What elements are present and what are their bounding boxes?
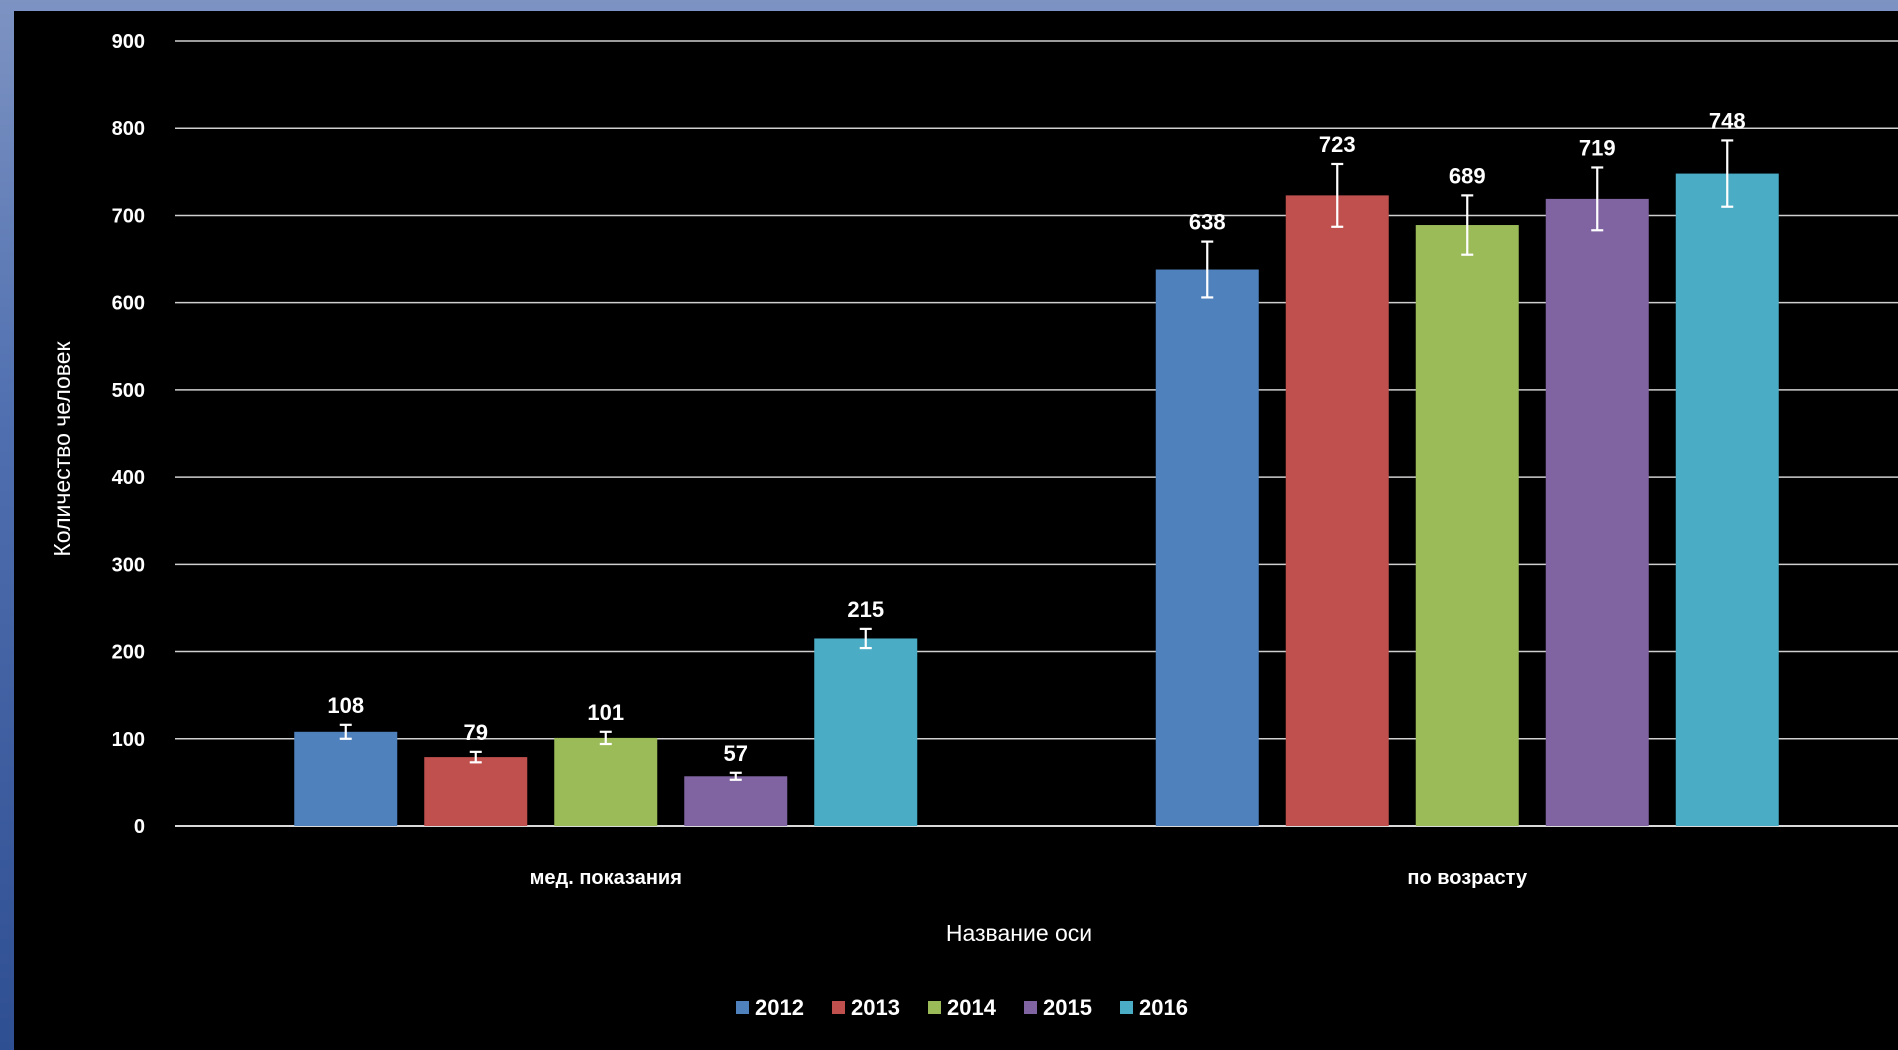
bar-2016-2	[1675, 173, 1779, 827]
y-tick-label: 400	[112, 467, 145, 489]
bar-2013-1	[424, 757, 528, 826]
y-axis-ticks: 0 100 200 300 400 500 600 700 800 900	[112, 31, 145, 838]
bar-2012-1	[294, 731, 398, 826]
x-axis-title: Название оси	[946, 920, 1092, 946]
y-tick-label: 300	[112, 554, 145, 576]
legend-label: 2014	[947, 995, 997, 1020]
error-bar	[1591, 166, 1604, 232]
error-bar	[599, 730, 612, 746]
bar-2015-2	[1545, 198, 1649, 827]
legend-label: 2012	[755, 995, 804, 1020]
y-tick-label: 500	[112, 380, 145, 402]
error-bar	[1201, 240, 1214, 299]
data-label: 101	[587, 700, 624, 725]
x-category-label: по возрасту	[1407, 867, 1528, 889]
bars	[294, 173, 1779, 827]
y-axis-title: Количество человек	[49, 340, 75, 556]
data-label: 689	[1449, 163, 1486, 188]
legend-item: 2012	[736, 995, 804, 1020]
bar-2016-1	[814, 638, 918, 826]
data-label: 638	[1189, 210, 1226, 235]
bar-2014-1	[554, 737, 658, 826]
x-category-label: мед. показания	[530, 867, 682, 889]
y-tick-label: 200	[112, 642, 145, 664]
bar-2013-2	[1285, 195, 1389, 827]
error-bar	[469, 750, 482, 764]
legend-item: 2015	[1024, 995, 1092, 1020]
legend-label: 2013	[851, 995, 900, 1020]
bar-2014-2	[1415, 225, 1519, 827]
error-bar	[729, 771, 742, 781]
legend-item: 2013	[832, 995, 900, 1020]
error-bar	[339, 723, 352, 740]
y-tick-label: 700	[112, 205, 145, 227]
error-bar	[1331, 162, 1344, 228]
error-bar	[1721, 139, 1734, 208]
error-bar	[859, 627, 872, 650]
chart-area: 0 100 200 300 400 500 600 700 800 900 108 79 101 57 2…	[14, 11, 1898, 1050]
data-label: 108	[327, 693, 364, 718]
data-label: 748	[1709, 108, 1746, 133]
data-label: 57	[724, 741, 748, 766]
y-tick-label: 100	[112, 729, 145, 751]
data-label: 723	[1319, 132, 1356, 157]
legend-swatch	[1024, 1001, 1037, 1014]
error-bars	[339, 139, 1734, 781]
data-labels: 108 79 101 57 215 638 723 689 719 748	[327, 108, 1745, 765]
gridlines	[175, 40, 1898, 827]
y-tick-label: 800	[112, 118, 145, 140]
y-tick-label: 0	[134, 816, 145, 838]
legend-swatch	[1120, 1001, 1133, 1014]
y-tick-label: 600	[112, 293, 145, 315]
legend: 2012 2013 2014 2015 2016	[736, 995, 1188, 1020]
legend-swatch	[928, 1001, 941, 1014]
bar-chart: 0 100 200 300 400 500 600 700 800 900 108 79 101 57 2…	[49, 31, 1898, 1020]
y-tick-label: 900	[112, 31, 145, 53]
data-label: 215	[847, 597, 884, 622]
legend-label: 2016	[1139, 995, 1188, 1020]
data-label: 79	[464, 720, 488, 745]
bar-2015-1	[684, 776, 788, 826]
x-axis-categories: мед. показания по возрасту	[530, 867, 1528, 889]
legend-item: 2014	[928, 995, 997, 1020]
error-bar	[1461, 194, 1474, 256]
legend-item: 2016	[1120, 995, 1188, 1020]
data-label: 719	[1579, 135, 1616, 160]
bar-2012-2	[1155, 269, 1259, 826]
legend-label: 2015	[1043, 995, 1092, 1020]
legend-swatch	[832, 1001, 845, 1014]
legend-swatch	[736, 1001, 749, 1014]
